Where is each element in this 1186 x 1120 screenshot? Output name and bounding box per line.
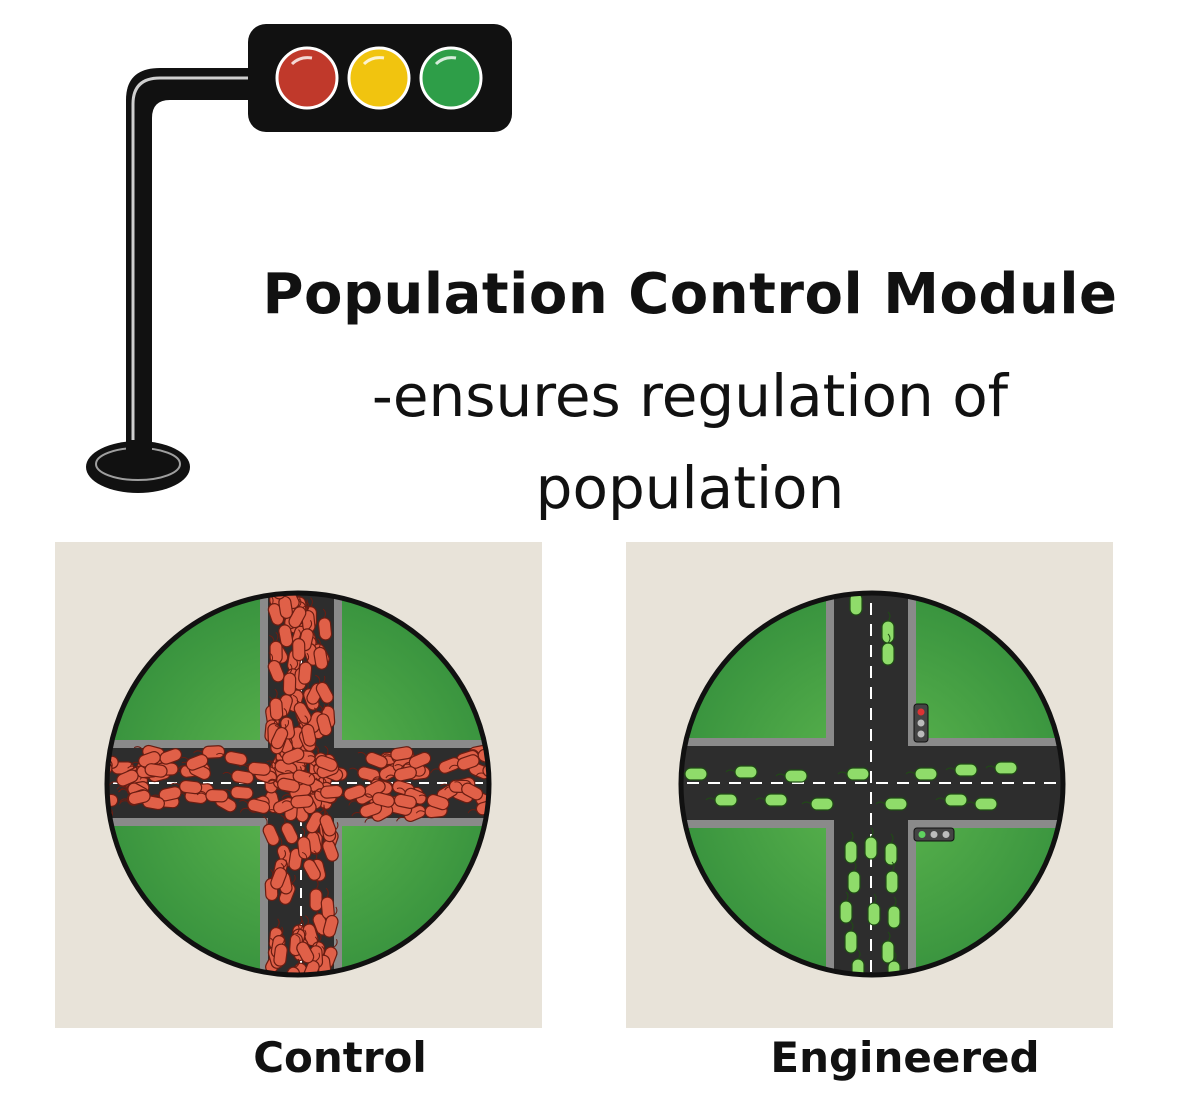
bacterium-icon	[297, 827, 312, 860]
engineered-panel	[626, 542, 1113, 1028]
bacterium-icon	[844, 921, 858, 954]
bacterium-icon	[270, 719, 290, 750]
bacterium-icon	[885, 861, 899, 894]
bacterium-icon	[851, 949, 865, 975]
bacterium-icon	[317, 608, 333, 641]
bacterium-icon	[755, 793, 788, 807]
traffic-light-icon	[86, 24, 512, 493]
bacterium-icon	[268, 777, 301, 793]
subtitle-line-2: population	[535, 454, 845, 522]
bacterium-icon	[448, 754, 480, 771]
bacterium-icon	[681, 767, 708, 781]
bacterium-icon	[381, 746, 414, 761]
bacterium-icon	[307, 755, 338, 772]
small-traffic-light-icon	[913, 703, 929, 743]
bacterium-icon	[319, 806, 337, 837]
bacterium-icon	[357, 751, 388, 769]
bacterium-icon	[136, 763, 168, 778]
small-traffic-light-horizontal-icon	[913, 827, 955, 842]
bacterium-icon	[320, 887, 335, 920]
bacterium-icon	[274, 747, 305, 765]
bacterium-icon	[282, 663, 297, 696]
bacterium-icon	[905, 767, 938, 781]
bacterium-icon	[401, 751, 432, 769]
bacterium-icon	[881, 611, 895, 644]
bacterium-icon	[725, 765, 758, 779]
subtitle-line-1: -ensures regulation of	[371, 362, 1009, 430]
bacterium-icon	[985, 761, 1018, 775]
bacterium-icon	[298, 652, 313, 685]
bacterium-icon	[775, 769, 808, 783]
bacterium-icon	[119, 789, 151, 806]
bacterium-icon	[170, 779, 203, 795]
control-intersection-illustration	[104, 590, 492, 978]
bacterium-icon	[107, 757, 113, 775]
bacterium-icon	[281, 794, 314, 809]
bacterium-icon	[322, 906, 339, 938]
engineered-intersection-illustration	[678, 590, 1066, 978]
engineered-caption: Engineered	[770, 1033, 1040, 1082]
red-bacteria-group	[107, 593, 489, 975]
bacterium-icon	[301, 715, 317, 747]
bacterium-icon	[945, 763, 978, 777]
bacterium-icon	[887, 896, 901, 929]
bacterium-icon	[884, 833, 898, 866]
figure-subtitle: -ensures regulation of population	[250, 350, 1130, 534]
bacterium-icon	[335, 784, 367, 801]
bacterium-icon	[881, 633, 895, 666]
control-caption: Control	[253, 1033, 427, 1082]
bacterium-icon	[238, 761, 271, 776]
bacterium-icon	[267, 652, 285, 683]
bacterium-icon	[280, 814, 299, 845]
bacterium-icon	[847, 861, 861, 894]
bacterium-icon	[284, 769, 316, 786]
bacterium-icon	[193, 745, 226, 759]
bacterium-icon	[418, 793, 450, 811]
bacterium-icon	[315, 674, 334, 704]
bacterium-icon	[107, 793, 119, 808]
bacterium-icon	[705, 793, 738, 807]
bacterium-icon	[313, 638, 329, 670]
bacterium-icon	[844, 831, 858, 864]
bacterium-icon	[301, 851, 321, 881]
bacterium-icon	[965, 797, 998, 811]
bacterium-icon	[311, 784, 344, 799]
bacterium-icon	[454, 781, 484, 801]
bacterium-icon	[222, 769, 255, 785]
bacterium-icon	[935, 793, 968, 807]
bacterium-icon	[270, 859, 288, 890]
bacterium-icon	[839, 891, 853, 924]
bacterium-icon	[316, 705, 333, 737]
bacterium-icon	[107, 805, 114, 820]
bacterium-icon	[385, 766, 417, 782]
bacterium-icon	[875, 797, 908, 811]
bacterium-icon	[269, 688, 284, 721]
bacterium-icon	[216, 750, 248, 767]
bacterium-icon	[273, 934, 288, 967]
bacterium-icon	[107, 757, 113, 772]
bacterium-icon	[262, 816, 280, 847]
bacterium-icon	[363, 792, 395, 808]
bacterium-icon	[238, 798, 271, 814]
bacterium-icon	[295, 934, 315, 964]
bacterium-icon	[837, 767, 870, 781]
bacterium-icon	[292, 629, 306, 662]
control-panel	[55, 542, 542, 1028]
bacterium-icon	[864, 827, 878, 860]
bacterium-icon	[867, 893, 881, 926]
bacterium-icon	[278, 615, 294, 648]
bacterium-icon	[801, 797, 834, 811]
bacterium-icon	[849, 593, 863, 616]
bacterium-icon	[196, 788, 229, 803]
figure-title: Population Control Module	[262, 262, 1118, 327]
bacterium-icon	[177, 753, 209, 771]
